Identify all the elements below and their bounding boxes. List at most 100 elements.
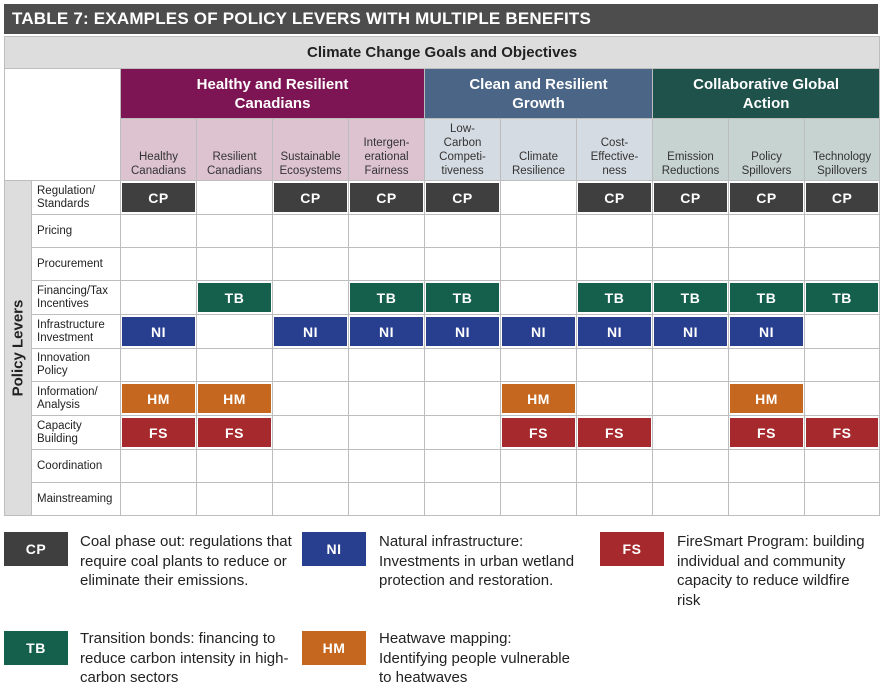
table-cell [272,482,349,516]
table-cell: CP [424,180,501,215]
table-cell: CP [728,180,805,215]
table-row: Policy Levers Regulation/Standards CP CP CP C… [4,180,881,516]
goals-header: Climate Change Goals and Objectives [3,36,881,69]
table-cell: TB [576,280,653,315]
table-cell [196,449,273,483]
table-cell: TB [348,280,425,315]
table-cell [120,348,197,382]
badge-ni: NI [426,317,499,346]
table-cell [652,214,729,248]
row-label: Pricing [31,214,121,248]
table-cell [196,314,273,349]
table-cell: CP [120,180,197,215]
table-cell [803,247,881,281]
row-label: Innovation Policy [31,348,121,382]
table-cell [728,482,805,516]
table-cell [424,214,501,248]
table-cell [272,449,349,483]
legend-text: Transition bonds: financing to reduce ca… [80,630,289,686]
group-header-healthy: Healthy and Resilient Canadians [120,68,425,119]
table-cell [120,449,197,483]
table-cell [424,381,501,416]
legend-badge-cp: CP [4,532,68,566]
badge-ni: NI [274,317,347,346]
badge-fs: FS [806,418,879,447]
table-cell: TB [803,280,881,315]
policy-levers-label: Policy Levers [4,180,32,516]
table-cell [728,214,805,248]
legend-text: Natural infrastructure: Investments in u… [379,533,575,589]
row-label: Capacity Building [31,415,121,450]
column-header: Intergen-erational Fairness [348,118,425,181]
badge-cp: CP [578,183,651,212]
row-label: Coordination [31,449,121,483]
table-cell [272,415,349,450]
table-cell [803,314,881,349]
table-cell [348,449,425,483]
table-cell [576,247,653,281]
table-row: Pricing [5,214,881,248]
table-cell [803,381,881,416]
table-cell: HM [120,381,197,416]
badge-hm: HM [122,384,195,413]
table-cell: TB [728,280,805,315]
table-cell [196,247,273,281]
legend-badge-tb: TB [4,631,68,665]
table-cell [120,247,197,281]
table-cell: NI [120,314,197,349]
table-cell [500,348,577,382]
badge-fs: FS [122,418,195,447]
table-cell [272,247,349,281]
table-cell: FS [500,415,577,450]
table-cell: HM [728,381,805,416]
table-cell: CP [652,180,729,215]
column-header: Low- Carbon Competi-tiveness [424,118,501,181]
table-cell [803,214,881,248]
table-cell [728,449,805,483]
column-header: Sustainable Ecosystems [272,118,349,181]
table-cell: FS [196,415,273,450]
column-header: Healthy Canadians [120,118,197,181]
table-cell [652,381,729,416]
table-row: Innovation Policy [5,348,881,382]
table-cell [652,348,729,382]
table-cell [652,482,729,516]
badge-tb: TB [578,283,651,312]
badge-fs: FS [198,418,271,447]
badge-tb: TB [730,283,803,312]
table-cell [424,415,501,450]
table-cell [196,482,273,516]
badge-tb: TB [198,283,271,312]
table-cell: TB [424,280,501,315]
table-cell: NI [424,314,501,349]
group-header-clean: Clean and Resilient Growth [424,68,653,119]
group-header-collab: Collaborative Global Action [651,68,881,119]
table-cell [576,214,653,248]
badge-cp: CP [730,183,803,212]
table-cell: NI [652,314,729,349]
table-cell [500,247,577,281]
table-cell [348,247,425,281]
column-header: Climate Resilience [500,118,577,181]
badge-ni: NI [502,317,575,346]
table-cell [803,449,881,483]
table-cell [424,449,501,483]
badge-fs: FS [578,418,651,447]
table-cell [803,348,881,382]
table-cell [500,180,577,215]
legend-text: Coal phase out: regulations that require… [80,533,292,589]
table-cell: NI [272,314,349,349]
column-header: Technology Spillovers [803,118,881,181]
column-header: Resilient Canadians [196,118,273,181]
table-row: Mainstreaming [5,482,881,516]
legend-badge-ni: NI [302,532,366,566]
row-label: Information/Analysis [31,381,121,416]
table-cell [652,247,729,281]
table-cell [576,381,653,416]
table-cell [500,214,577,248]
badge-ni: NI [578,317,651,346]
table-cell [196,348,273,382]
badge-tb: TB [806,283,879,312]
column-header: Policy Spillovers [728,118,805,181]
table-row: Procurement [5,247,881,281]
